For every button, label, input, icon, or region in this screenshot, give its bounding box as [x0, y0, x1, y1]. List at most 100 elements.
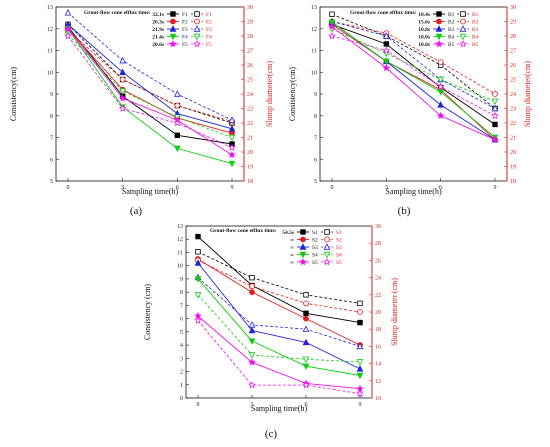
- data-point-F1-consistency: [174, 132, 181, 139]
- series-line-S1-consistency: [197, 236, 361, 324]
- legend-marker-open: [194, 18, 200, 25]
- y2-tick-label: 26: [247, 63, 253, 69]
- y-tick-label: 6: [314, 157, 317, 163]
- series-line-B3-slump: [331, 21, 496, 109]
- y-tick-label: 11: [311, 49, 317, 55]
- y2-axis-label: Slump diameter(cm): [523, 61, 532, 127]
- y2-tick-label: 21: [510, 136, 516, 142]
- legend-marker-open: [460, 11, 466, 17]
- legend-time: ∞: [290, 237, 294, 243]
- y-axis-label: Consistency (cm): [143, 284, 152, 341]
- legend-title: Grout-flow cone efflux time:: [84, 10, 151, 16]
- series-line-F3-consistency: [67, 24, 233, 130]
- x-tick-label: 0: [67, 185, 70, 191]
- data-point-S1-slump: [195, 249, 201, 255]
- legend-time: 21.9s: [152, 27, 164, 33]
- legend-label-dashed: S1: [336, 230, 342, 236]
- y-tick-label: 5: [314, 179, 317, 185]
- data-point-F4-slump: [228, 134, 236, 142]
- x-tick-label: 6: [439, 185, 442, 191]
- data-point-F2-slump: [119, 76, 126, 83]
- data-point-S2-slump: [303, 300, 309, 307]
- data-point-S1-slump: [357, 300, 363, 307]
- y2-tick-label: 18: [375, 327, 381, 333]
- legend-marker-filled: [169, 39, 177, 48]
- y-tick-label: 12: [177, 237, 183, 243]
- legend-label: B5: [448, 42, 455, 48]
- y-tick-label: 5: [180, 330, 183, 336]
- y2-tick-label: 26: [510, 63, 516, 69]
- y-axis-label: Consistency(cm): [9, 67, 18, 122]
- legend-time: 15.6s: [418, 19, 430, 25]
- legend-marker-filled: [436, 11, 442, 17]
- legend-time: ∞: [290, 245, 294, 251]
- data-point-S2-slump: [249, 283, 255, 290]
- data-point-B5-consistency: [328, 22, 336, 30]
- y2-tick-label: 27: [247, 49, 253, 55]
- data-point-S1-slump: [249, 274, 255, 281]
- legend-label-dashed: B1: [472, 12, 479, 18]
- data-point-S2-consistency: [249, 289, 255, 296]
- y2-tick-label: 19: [247, 165, 253, 171]
- legend-label-dashed: B3: [472, 27, 479, 33]
- data-point-S3-slump: [356, 342, 364, 350]
- legend-label: S2: [312, 237, 318, 243]
- plot-frame: [55, 6, 245, 182]
- series-line-B2-consistency: [331, 24, 496, 141]
- y2-tick-label: 20: [375, 310, 381, 316]
- legend-label-dashed: B5: [472, 42, 479, 48]
- data-point-F5-consistency: [118, 94, 127, 102]
- legend-marker-open: [459, 33, 467, 41]
- y-tick-label: 10: [177, 264, 183, 270]
- series-line-B5-slump: [331, 35, 496, 117]
- legend-marker-filled: [300, 229, 306, 235]
- data-point-S3-consistency: [248, 326, 256, 334]
- data-point-S4-slump: [356, 359, 364, 366]
- data-point-B1-slump: [329, 11, 335, 17]
- data-point-B5-consistency: [382, 63, 391, 72]
- data-point-B5-slump: [491, 111, 499, 119]
- y-tick-label: 13: [47, 5, 53, 11]
- y-tick-label: 9: [50, 92, 53, 98]
- y2-tick-label: 28: [510, 34, 516, 40]
- data-point-F5-consistency: [228, 150, 236, 159]
- legend: Grout-flow cone efflux time: 18.4s B1 B1 15.…: [350, 10, 479, 48]
- legend-label-dashed: B2: [472, 19, 479, 25]
- y2-axis-label: Slump diameter (cm): [390, 278, 399, 346]
- y2-tick-label: 12: [375, 379, 381, 385]
- legend-marker-open: [460, 18, 466, 25]
- data-point-S4-slump: [194, 292, 202, 299]
- legend-label-dashed: F5: [206, 42, 212, 48]
- legend-time: 18.4s: [418, 12, 430, 18]
- y2-tick-label: 29: [510, 20, 516, 26]
- y2-tick-label: 27: [510, 49, 516, 55]
- legend-marker-open: [194, 11, 200, 17]
- y-tick-label: 11: [177, 250, 183, 256]
- y-tick-label: 10: [311, 70, 317, 76]
- y-tick-label: 8: [180, 290, 183, 296]
- data-point-S2-slump: [357, 309, 363, 315]
- series-line-B1-consistency: [331, 23, 496, 125]
- y2-tick-label: 24: [247, 92, 253, 98]
- data-point-S1-slump: [303, 292, 309, 298]
- legend-label-dashed: F1: [206, 12, 212, 18]
- series-line-F4-consistency: [67, 28, 233, 165]
- data-point-S5-slump: [302, 381, 310, 389]
- legend-label: S4: [312, 252, 318, 258]
- y2-tick-label: 22: [247, 121, 253, 127]
- data-point-B4-consistency: [382, 58, 390, 66]
- y2-tick-label: 28: [375, 241, 381, 247]
- data-point-S1-consistency: [195, 233, 201, 240]
- y-tick-label: 3: [180, 356, 183, 362]
- legend-marker-open: [193, 39, 201, 48]
- legend-label-dashed: S5: [336, 260, 342, 266]
- data-point-S4-consistency: [356, 372, 364, 380]
- y2-tick-label: 28: [247, 34, 253, 40]
- data-point-S4-consistency: [248, 338, 256, 345]
- data-point-S5-slump: [194, 316, 202, 324]
- data-point-F3-consistency: [228, 125, 236, 132]
- x-tick-label: 9: [494, 185, 497, 191]
- series-line-B2-slump: [331, 21, 496, 95]
- data-point-F4-consistency: [173, 145, 181, 153]
- series-line-S5-consistency: [197, 315, 361, 390]
